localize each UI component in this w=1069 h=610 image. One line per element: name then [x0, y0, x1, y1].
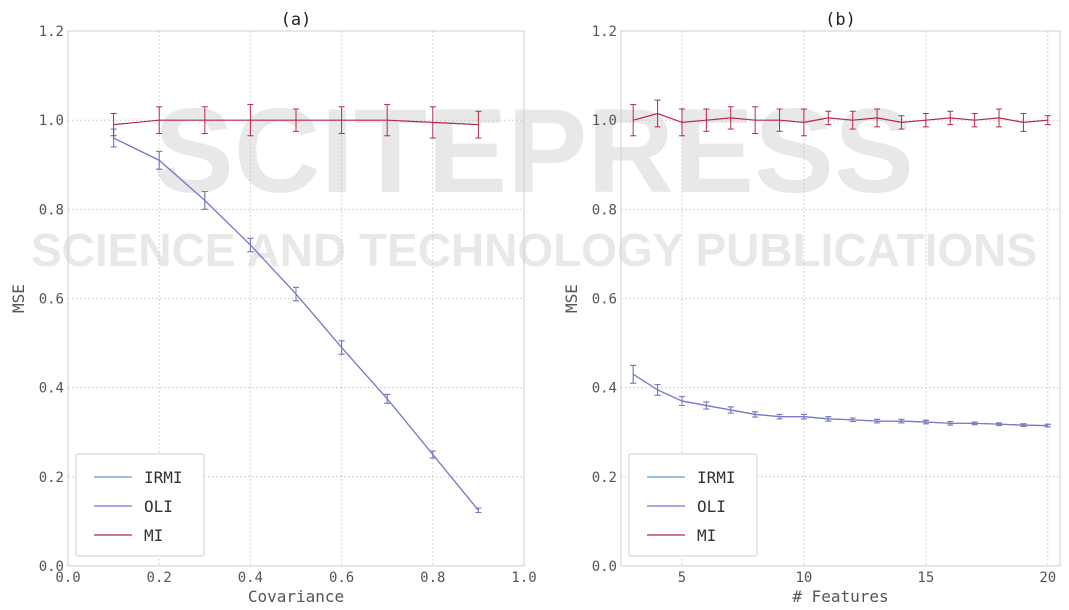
y-tick-label: 0.2	[592, 470, 617, 486]
y-tick-label: 0.8	[39, 202, 64, 218]
series-mi	[630, 99, 1051, 137]
watermark: SCITEPRESS SCIENCE AND TECHNOLOGY PUBLIC…	[31, 84, 1037, 276]
y-tick-label: 0.6	[39, 292, 64, 308]
y-axis-label: MSE	[562, 284, 581, 313]
legend-label-mi: MI	[697, 526, 716, 545]
y-tick-label: 0.6	[592, 292, 617, 308]
series-line-irmi	[632, 373, 1048, 427]
y-tick-label: 1.0	[592, 113, 617, 129]
x-tick-label: 0.8	[420, 570, 445, 586]
x-axis-label: Covariance	[248, 587, 344, 606]
legend-label-mi: MI	[144, 526, 163, 545]
legend-label-irmi: IRMI	[697, 468, 736, 487]
chart-title: (b)	[825, 10, 856, 30]
legend-label-oli: OLI	[144, 497, 173, 516]
series-line-oli	[632, 373, 1048, 427]
y-tick-label: 0.0	[39, 559, 64, 575]
chart-panel-b: (b) 0.0 0.2 0.4 0.6 0.8 1.0 1.2 5 10 15 20 # Feature…	[562, 10, 1061, 606]
x-tick-label: 0.2	[147, 570, 172, 586]
x-tick-label: 1.0	[511, 570, 536, 586]
chart-panel-a: (a) 0.0 0.2 0.4 0.6 0.8 1.0 1.2 0.0 0.2 0.4 0.6 0.8 1…	[9, 10, 537, 606]
y-tick-label: 0.8	[592, 202, 617, 218]
legend: IRMI OLI MI	[75, 453, 205, 557]
legend-label-irmi: IRMI	[144, 468, 183, 487]
series-oli	[630, 364, 1051, 428]
y-tick-label: 0.4	[592, 381, 617, 397]
legend-box	[75, 453, 205, 557]
watermark-line-2: SCIENCE AND TECHNOLOGY PUBLICATIONS	[31, 224, 1037, 276]
x-tick-label: 5	[678, 570, 686, 586]
x-tick-label: 10	[795, 570, 812, 586]
legend-box	[628, 453, 758, 557]
y-axis-label: MSE	[9, 284, 28, 313]
y-tick-label: 0.4	[39, 381, 64, 397]
series-line-mi	[633, 112, 1048, 124]
watermark-line-1: SCITEPRESS	[154, 84, 914, 218]
y-tick-label: 1.2	[592, 24, 617, 40]
x-tick-label: 0.6	[329, 570, 354, 586]
series-mi	[110, 104, 482, 139]
x-axis-label: # Features	[792, 587, 888, 606]
y-tick-label: 1.2	[39, 24, 64, 40]
legend: IRMI OLI MI	[628, 453, 758, 557]
series-irmi	[630, 364, 1051, 428]
x-tick-label: 15	[917, 570, 934, 586]
x-tick-label: 20	[1039, 570, 1056, 586]
chart-title: (a)	[281, 10, 312, 30]
x-tick-label: 0.4	[238, 570, 263, 586]
y-tick-label: 1.0	[39, 113, 64, 129]
y-tick-label: 0.2	[39, 470, 64, 486]
y-tick-label: 0.0	[592, 559, 617, 575]
legend-label-oli: OLI	[697, 497, 726, 516]
x-tick-label: 0.0	[55, 570, 80, 586]
